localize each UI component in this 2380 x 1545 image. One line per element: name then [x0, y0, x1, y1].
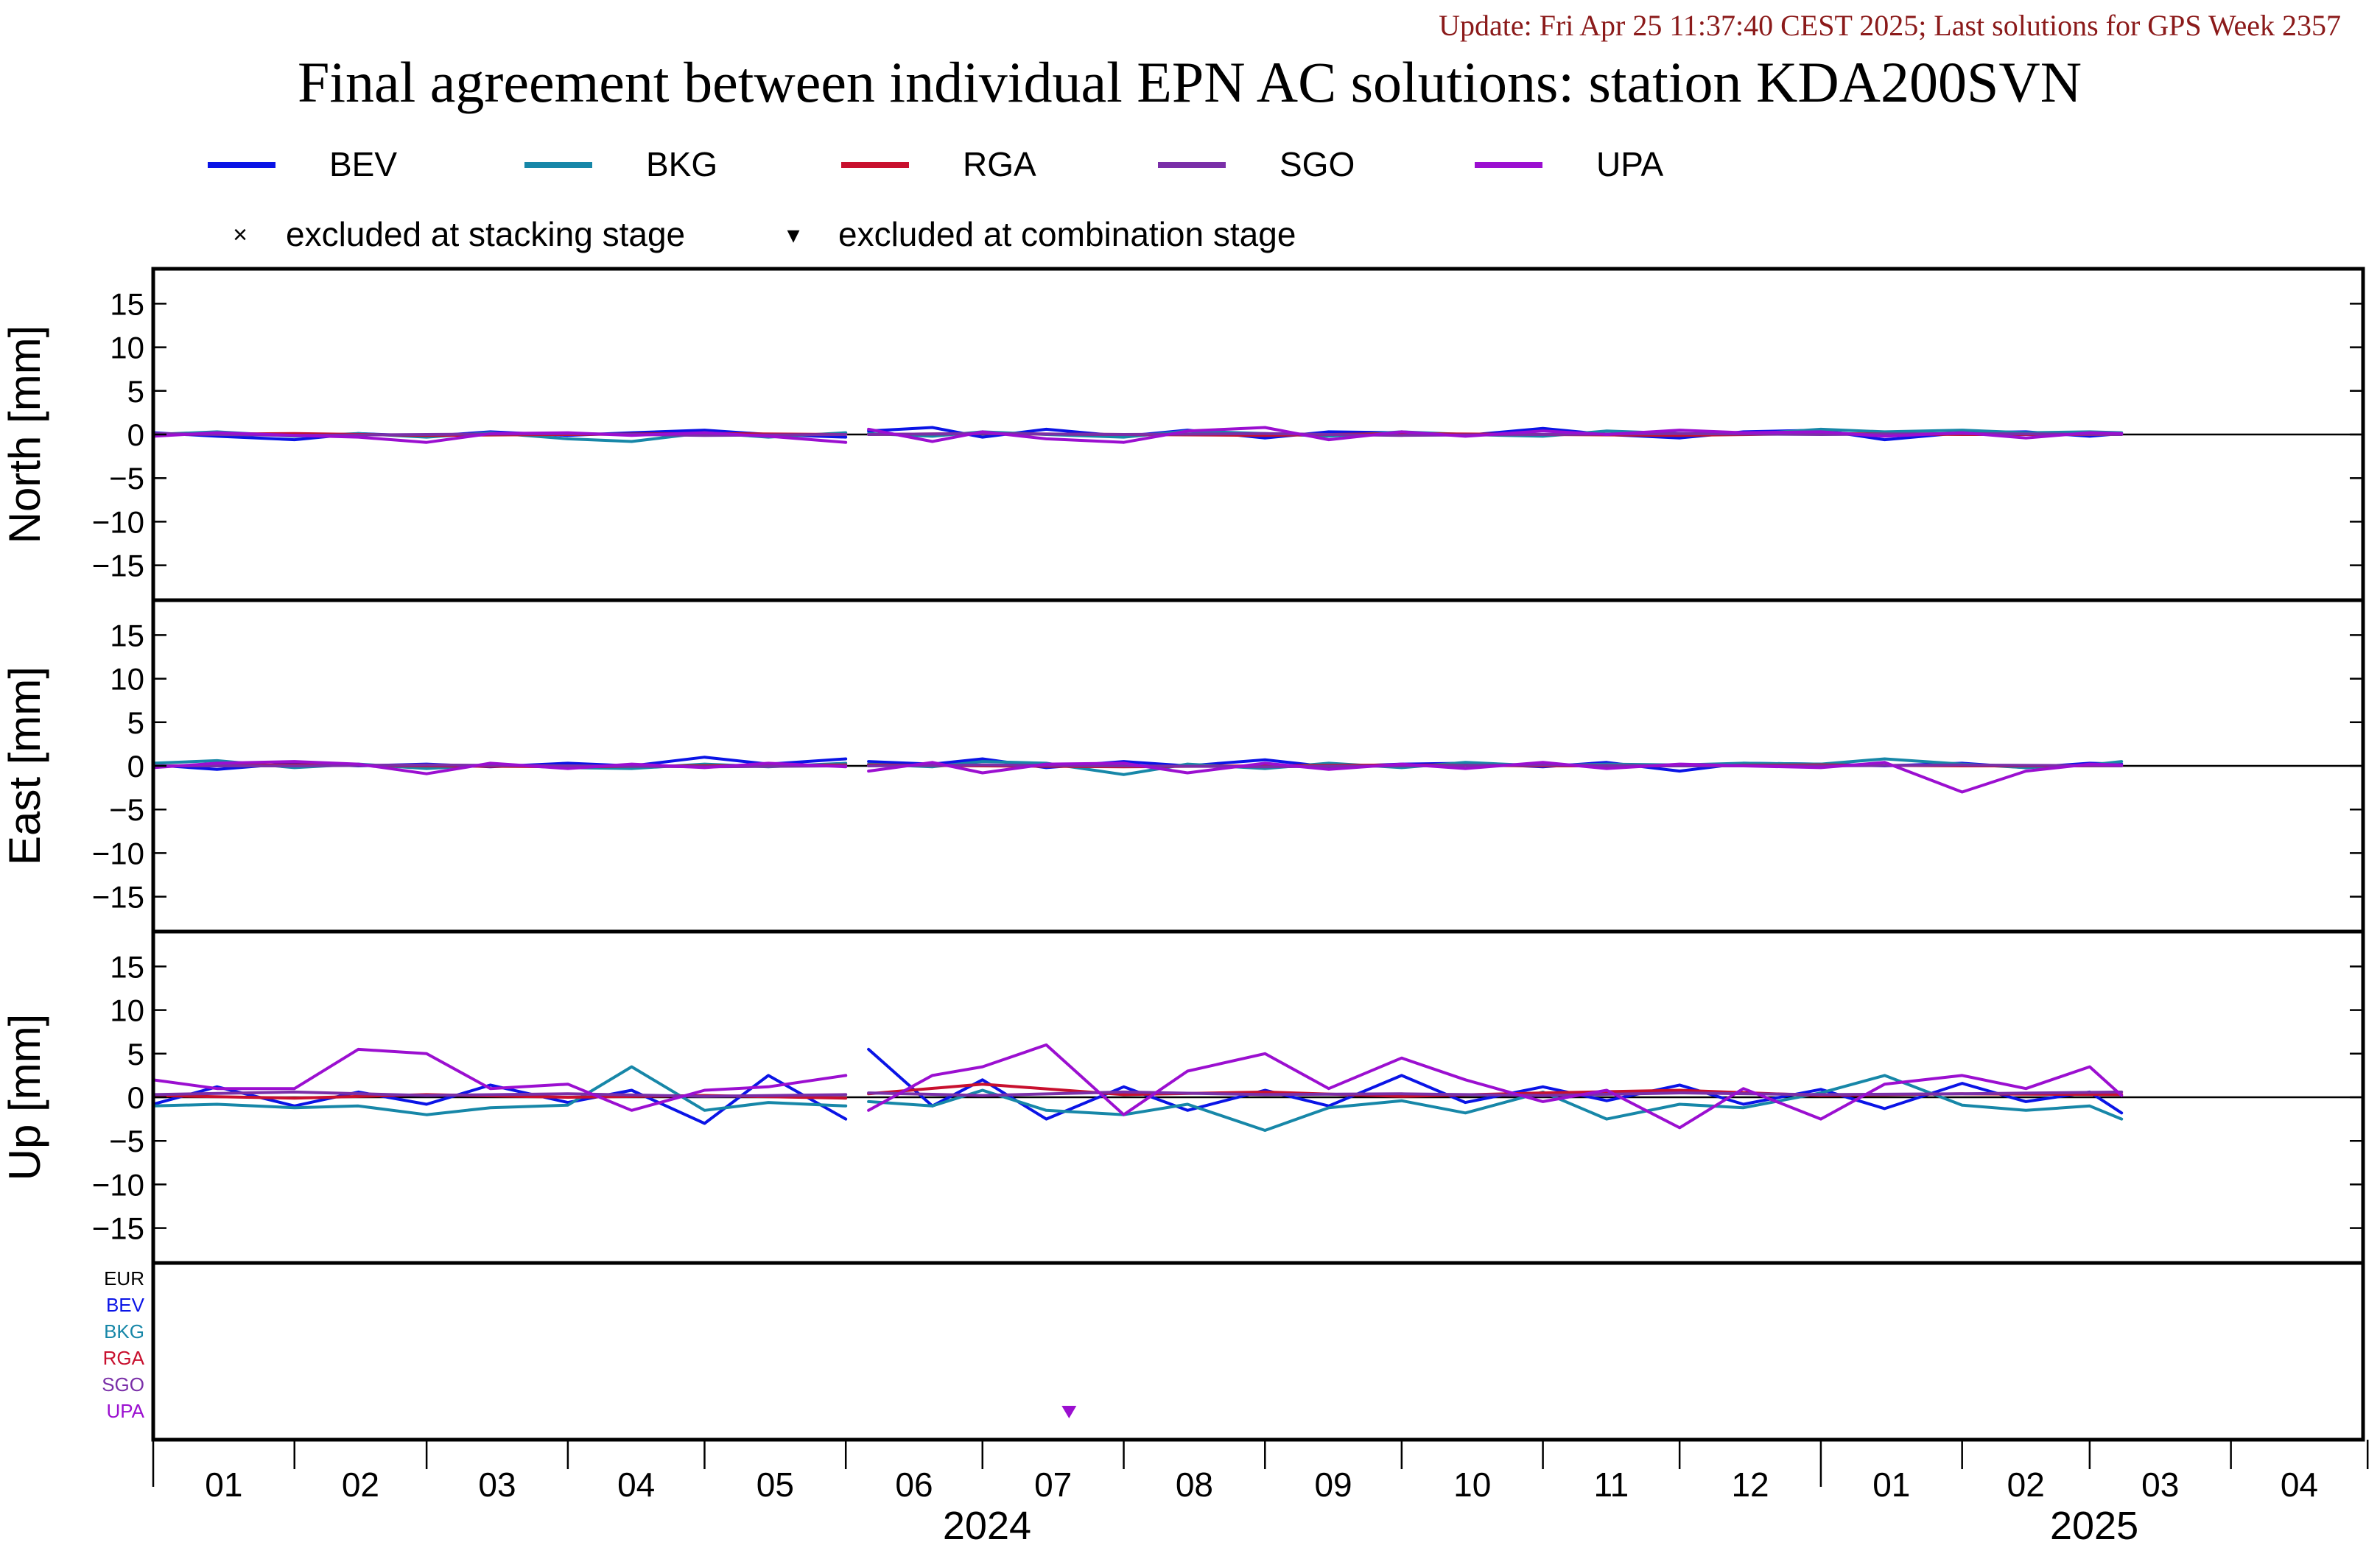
y-axis-label-north: North [mm] — [0, 325, 49, 544]
exclusion-row-label-bkg: BKG — [104, 1320, 144, 1342]
exclusion-panel: EUR BEV BKG RGA SGO UPA — [102, 1261, 2365, 1442]
x-year-label: 2024 — [943, 1504, 1031, 1545]
x-month-label: 01 — [205, 1465, 242, 1504]
series-bkg-up-seg0 — [153, 1065, 848, 1116]
x-month-label: 03 — [2141, 1465, 2179, 1504]
series-upa-north-seg0 — [153, 431, 848, 444]
x-month-label: 11 — [1593, 1465, 1629, 1504]
exclusion-panel-frame — [151, 1261, 2365, 1442]
legend-label-upa: UPA — [1596, 145, 1663, 183]
x-month-label: 06 — [895, 1465, 933, 1504]
series-upa-up-seg1 — [867, 1043, 2124, 1130]
series-sgo-up-seg1 — [867, 1090, 2124, 1097]
update-info: Update: Fri Apr 25 11:37:40 CEST 2025; L… — [1439, 9, 2341, 42]
y-tick-label-up: 0 — [127, 1080, 144, 1115]
legend-label-rga: RGA — [963, 145, 1036, 183]
y-tick-label-north: 10 — [110, 331, 144, 365]
stacking-symbol: × — [233, 221, 248, 249]
x-month-label: 01 — [1872, 1465, 1910, 1504]
y-tick-label-up: 10 — [110, 993, 144, 1028]
combination-label: excluded at combination stage — [838, 215, 1296, 253]
panel-up: 15 10 5 0 −5 −10 −15 Up [mm] — [0, 929, 2365, 1265]
y-tick-label-north: 0 — [127, 418, 144, 452]
panel-north: 15 10 5 0 −5 −10 −15 North [mm] — [0, 267, 2365, 602]
x-month-label: 12 — [1731, 1465, 1769, 1504]
x-month-label: 02 — [2007, 1465, 2045, 1504]
exclusion-row-label-eur: EUR — [104, 1267, 144, 1289]
y-tick-label-north: −15 — [92, 549, 144, 583]
y-tick-label-east: −15 — [92, 880, 144, 915]
series-bev-up-seg0 — [153, 1074, 848, 1125]
x-month-label: 04 — [617, 1465, 655, 1504]
y-tick-label-east: −10 — [92, 836, 144, 870]
y-tick-label-north: 15 — [110, 286, 144, 321]
series-upa-east-seg1 — [867, 761, 2124, 794]
chart-title: Final agreement between individual EPN A… — [298, 50, 2082, 114]
y-tick-label-north: −5 — [109, 461, 144, 496]
x-month-label: 08 — [1176, 1465, 1213, 1504]
y-tick-label-north: −10 — [92, 504, 144, 539]
stacking-label: excluded at stacking stage — [286, 215, 685, 253]
series-upa-east-seg0 — [153, 760, 848, 775]
legend-label-bev: BEV — [329, 145, 397, 183]
series-bev-up-seg1 — [867, 1047, 2124, 1121]
exclusion-row-label-sgo: SGO — [102, 1373, 144, 1396]
y-tick-label-up: −10 — [92, 1167, 144, 1202]
plot-panels: 15 10 5 0 −5 −10 −15 North [mm] 15 10 5 0 −5 −10 −15 Ea… — [0, 267, 2365, 1265]
y-tick-label-up: 5 — [127, 1037, 144, 1071]
x-month-label: 04 — [2281, 1465, 2318, 1504]
y-axis-label-up: Up [mm] — [0, 1014, 49, 1181]
legend-label-sgo: SGO — [1279, 145, 1355, 183]
series-bkg-up-seg1 — [867, 1074, 2124, 1132]
series-sgo-up-seg0 — [153, 1090, 848, 1098]
x-year-label: 2025 — [2050, 1504, 2138, 1545]
x-month-label: 05 — [757, 1465, 794, 1504]
panel-east: 15 10 5 0 −5 −10 −15 East [mm] — [0, 598, 2365, 934]
y-tick-label-up: −15 — [92, 1211, 144, 1246]
exclusion-marker-combination — [1061, 1406, 1077, 1418]
legend-label-bkg: BKG — [646, 145, 717, 183]
exclusion-row-label-upa: UPA — [106, 1400, 144, 1422]
y-axis-label-east: East [mm] — [0, 666, 49, 865]
x-month-label: 07 — [1034, 1465, 1072, 1504]
x-axis: 01 02 03 04 05 06 07 08 09 10 11 12 01 02 03 04 2024 2025 — [152, 1440, 2369, 1545]
exclusion-row-label-rga: RGA — [103, 1347, 145, 1369]
x-month-label: 02 — [342, 1465, 379, 1504]
series-upa-north-seg1 — [867, 426, 2124, 444]
series-upa-up-seg0 — [153, 1047, 848, 1112]
x-month-label: 10 — [1453, 1465, 1491, 1504]
y-tick-label-east: 10 — [110, 662, 144, 697]
y-tick-label-up: 15 — [110, 949, 144, 984]
y-tick-label-east: 0 — [127, 749, 144, 784]
y-tick-label-north: 5 — [127, 374, 144, 409]
combination-symbol: ▾ — [787, 221, 799, 249]
x-month-label: 09 — [1314, 1465, 1352, 1504]
x-month-label: 03 — [478, 1465, 516, 1504]
exclusion-row-label-bev: BEV — [106, 1294, 145, 1316]
y-tick-label-east: 15 — [110, 618, 144, 652]
y-tick-label-up: −5 — [109, 1124, 144, 1158]
y-tick-label-east: 5 — [127, 705, 144, 740]
legend: BEV BKG RGA SGO UPA × excluded at stacking sta… — [208, 145, 1663, 253]
y-tick-label-east: −5 — [109, 792, 144, 827]
